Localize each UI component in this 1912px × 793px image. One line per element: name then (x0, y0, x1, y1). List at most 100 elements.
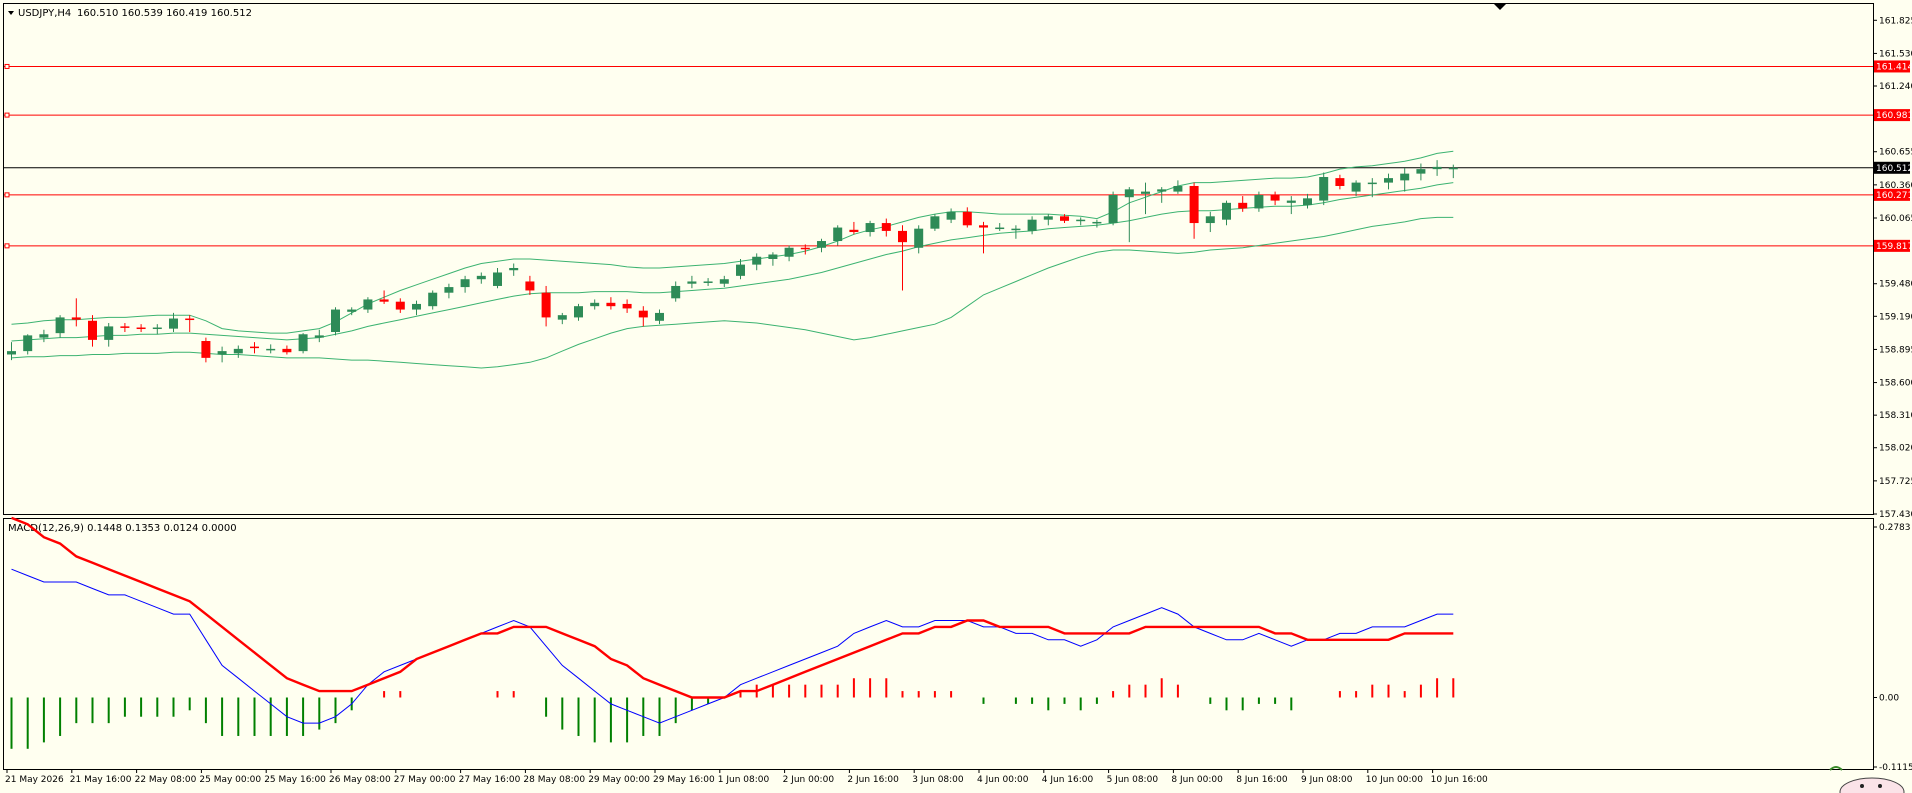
price-series-layer (4, 63, 1873, 369)
price-tick-label-12: 157.725 (1879, 477, 1912, 487)
candle-body-82 (1335, 178, 1345, 186)
candle-body-79 (1286, 200, 1296, 203)
candle-body-18 (298, 334, 308, 352)
price-tick-label-7: 159.190 (1879, 312, 1912, 322)
candle-body-63 (1027, 219, 1037, 231)
candle-body-59 (962, 211, 972, 226)
price-tick-label-11: 158.020 (1879, 444, 1912, 454)
time-tick-label-18: 8 Jun 00:00 (1171, 775, 1223, 785)
level-anchor-2 (4, 192, 10, 198)
candle-body-74 (1205, 216, 1215, 224)
candle-body-3 (55, 317, 65, 334)
candle-body-28 (460, 279, 470, 288)
candle-body-41 (671, 285, 681, 299)
candle-body-42 (687, 281, 697, 284)
shift-marker-icon[interactable] (1494, 4, 1506, 10)
time-tick-label-2: 22 May 08:00 (135, 775, 197, 785)
candle-body-31 (509, 267, 519, 271)
price-tick-label-3: 160.655 (1879, 148, 1912, 158)
time-tick-label-20: 9 Jun 08:00 (1301, 775, 1353, 785)
time-tick-label-19: 8 Jun 16:00 (1236, 775, 1288, 785)
candle-body-44 (719, 279, 729, 284)
macd-line (11, 568, 1454, 724)
candle-body-53 (865, 223, 875, 233)
price-tick-label-5: 160.065 (1879, 214, 1912, 224)
price-tick-label-13: 157.430 (1879, 510, 1912, 520)
candle-body-58 (946, 211, 956, 220)
level-anchor-3 (4, 243, 10, 249)
price-tick-label-6: 159.480 (1879, 280, 1912, 290)
candle-body-75 (1222, 202, 1231, 220)
candle-body-60 (979, 225, 988, 228)
candle-body-70 (1141, 191, 1150, 194)
time-tick-label-1: 21 May 16:00 (70, 775, 132, 785)
candle-body-30 (493, 272, 502, 286)
price-tick-label-9: 158.600 (1879, 379, 1912, 389)
time-tick-label-3: 25 May 00:00 (199, 775, 261, 785)
candle-body-35 (574, 306, 583, 318)
current-price-label-bg (1874, 161, 1910, 174)
candle-body-68 (1108, 194, 1118, 224)
bollinger-middle (11, 182, 1454, 342)
candle-body-20 (331, 309, 340, 333)
current-price-label: 160.512 (1876, 164, 1912, 174)
macd-header: MACD(12,26,9) 0.1448 0.1353 0.0124 0.000… (8, 523, 237, 534)
candle-body-57 (930, 216, 940, 229)
candle-body-83 (1351, 182, 1361, 192)
candle-body-32 (525, 281, 535, 291)
candle-body-65 (1060, 216, 1069, 221)
level-label-bg-2 (1874, 188, 1910, 201)
level-label-bg-3 (1874, 239, 1910, 252)
candle-body-72 (1173, 185, 1183, 192)
candle-body-25 (412, 303, 421, 310)
candle-body-78 (1270, 194, 1280, 201)
candle-body-88 (1432, 166, 1442, 170)
level-anchor-1 (4, 112, 10, 118)
candle-body-9 (152, 327, 162, 330)
mascot-icon (1829, 766, 1905, 793)
level-label-bg-1 (1874, 109, 1910, 122)
candle-body-24 (395, 301, 405, 310)
level-label-1: 160.981 (1876, 111, 1912, 121)
axes-layer: 161.825 161.530 161.240 160.655 160.360 160.0… (5, 16, 1912, 785)
price-tick-label-0: 161.825 (1879, 16, 1912, 26)
bollinger-upper (11, 150, 1454, 334)
time-tick-label-15: 4 Jun 00:00 (977, 775, 1029, 785)
candle-body-43 (703, 281, 713, 283)
time-tick-label-21: 10 Jun 00:00 (1366, 775, 1423, 785)
bollinger-lower (11, 216, 1454, 369)
candle-body-1 (23, 335, 33, 352)
candle-body-86 (1400, 173, 1410, 181)
candle-body-51 (833, 227, 843, 242)
candle-body-50 (817, 241, 826, 248)
time-tick-label-5: 26 May 08:00 (329, 775, 391, 785)
time-tick-label-4: 25 May 16:00 (264, 775, 326, 785)
candle-body-45 (736, 264, 745, 276)
candle-body-52 (849, 229, 859, 233)
candle-body-16 (266, 348, 276, 351)
candle-body-27 (444, 287, 454, 293)
candle-body-34 (557, 315, 567, 320)
candle-body-54 (881, 223, 891, 231)
candle-body-64 (1043, 216, 1053, 220)
time-tick-label-11: 1 Jun 08:00 (718, 775, 770, 785)
price-tick-label-10: 158.310 (1879, 411, 1912, 421)
candle-body-36 (590, 302, 600, 307)
candle-body-47 (768, 254, 778, 259)
candle-body-11 (185, 318, 195, 321)
candle-body-73 (1189, 185, 1199, 224)
macd-tick-label-2: -0.1115 (1879, 763, 1912, 773)
dropdown-arrow-icon[interactable] (8, 11, 14, 15)
price-panel-frame (3, 3, 1874, 515)
candle-body-7 (120, 326, 130, 328)
price-tick-label-2: 161.240 (1879, 82, 1912, 92)
candle-body-62 (1011, 228, 1021, 231)
candle-body-81 (1319, 176, 1329, 201)
time-tick-label-14: 3 Jun 08:00 (912, 775, 964, 785)
candle-body-84 (1367, 182, 1377, 185)
candle-body-77 (1254, 194, 1264, 209)
candle-body-48 (784, 247, 794, 257)
candle-body-21 (347, 309, 357, 312)
